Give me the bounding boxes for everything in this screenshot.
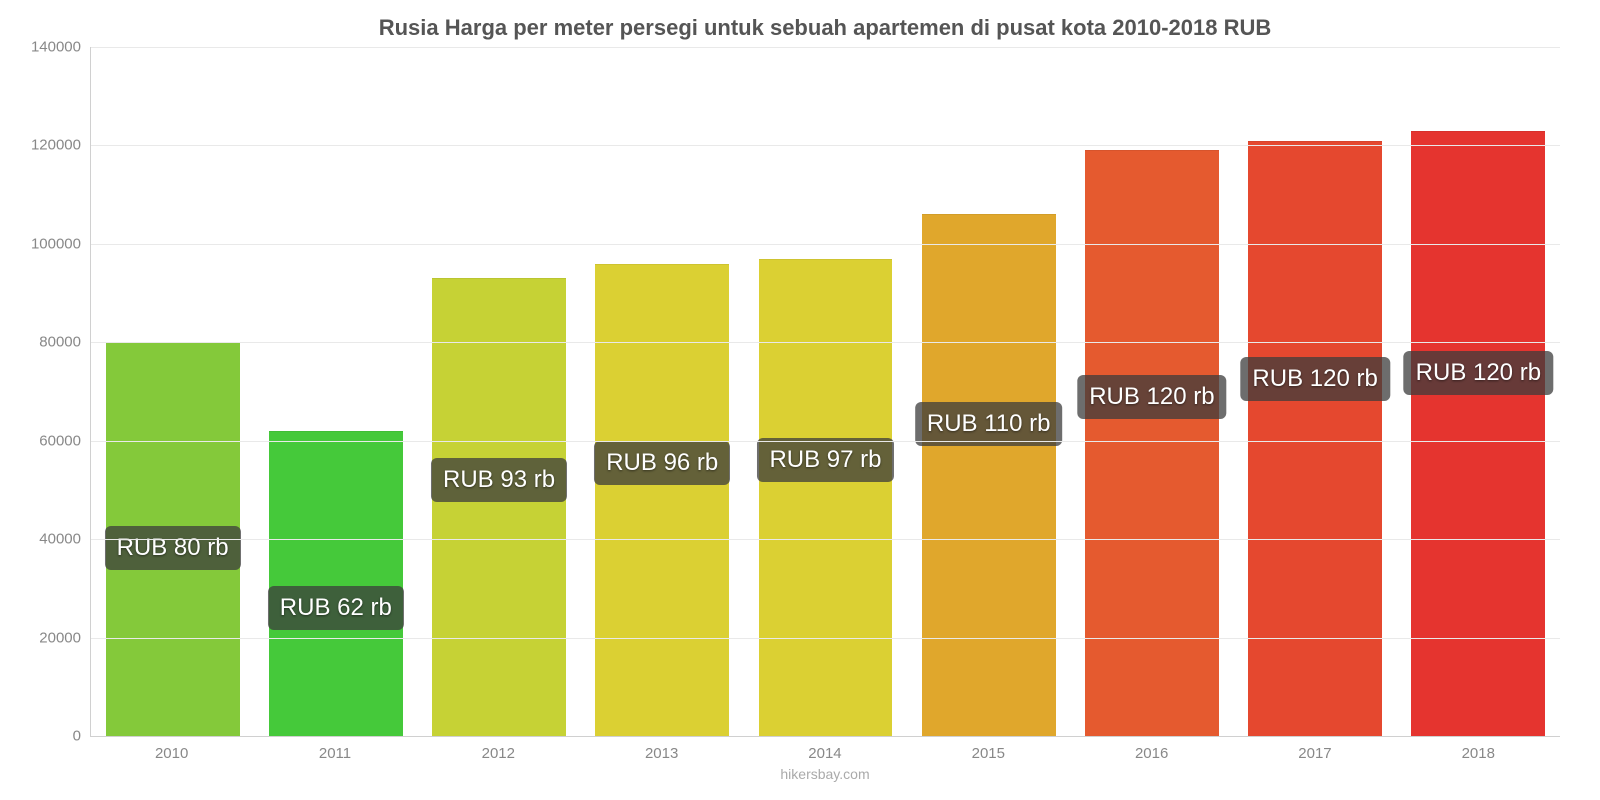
x-tick-label: 2010 <box>90 745 253 762</box>
x-axis: 201020112012201320142015201620172018 <box>90 745 1560 762</box>
gridline <box>91 47 1560 48</box>
bar-value-label: RUB 110 rb <box>915 402 1063 446</box>
bar-slot: RUB 62 rb <box>254 47 417 736</box>
y-tick-label: 100000 <box>31 235 91 252</box>
gridline <box>91 342 1560 343</box>
y-tick-label: 140000 <box>31 39 91 56</box>
bar-value-label: RUB 80 rb <box>105 526 241 570</box>
bar-slot: RUB 80 rb <box>91 47 254 736</box>
x-tick-label: 2015 <box>907 745 1070 762</box>
gridline <box>91 145 1560 146</box>
y-tick-label: 40000 <box>39 531 91 548</box>
bar-value-label: RUB 120 rb <box>1404 351 1553 395</box>
bar-slot: RUB 96 rb <box>581 47 744 736</box>
bar-slot: RUB 97 rb <box>744 47 907 736</box>
bar: RUB 110 rb <box>922 214 1056 736</box>
x-tick-label: 2014 <box>743 745 906 762</box>
x-tick-label: 2017 <box>1233 745 1396 762</box>
bar-value-label: RUB 96 rb <box>594 441 730 485</box>
x-tick-label: 2012 <box>417 745 580 762</box>
x-tick-label: 2016 <box>1070 745 1233 762</box>
bar-value-label: RUB 120 rb <box>1240 357 1389 401</box>
chart-container: Rusia Harga per meter persegi untuk sebu… <box>0 0 1600 800</box>
gridline <box>91 638 1560 639</box>
bar-slot: RUB 110 rb <box>907 47 1070 736</box>
gridline <box>91 244 1560 245</box>
y-tick-label: 60000 <box>39 432 91 449</box>
x-tick-label: 2013 <box>580 745 743 762</box>
y-tick-label: 80000 <box>39 334 91 351</box>
bar-slot: RUB 120 rb <box>1070 47 1233 736</box>
bars-group: RUB 80 rb RUB 62 rb RUB 93 rb RUB 96 rb RUB … <box>91 47 1560 736</box>
y-tick-label: 20000 <box>39 629 91 646</box>
y-tick-label: 120000 <box>31 137 91 154</box>
gridline <box>91 539 1560 540</box>
bar-slot: RUB 120 rb <box>1397 47 1560 736</box>
bar-value-label: RUB 120 rb <box>1077 375 1226 419</box>
bar: RUB 120 rb <box>1085 150 1219 736</box>
bar: RUB 62 rb <box>269 431 403 736</box>
bar: RUB 120 rb <box>1411 131 1545 736</box>
bar-value-label: RUB 93 rb <box>431 458 567 502</box>
bar-slot: RUB 93 rb <box>417 47 580 736</box>
bar: RUB 97 rb <box>759 259 893 736</box>
bar: RUB 93 rb <box>432 278 566 736</box>
chart-title: Rusia Harga per meter persegi untuk sebu… <box>90 15 1560 41</box>
x-tick-label: 2018 <box>1397 745 1560 762</box>
bar: RUB 96 rb <box>595 264 729 736</box>
bar-value-label: RUB 62 rb <box>268 586 404 630</box>
bar: RUB 120 rb <box>1248 141 1382 736</box>
bar-value-label: RUB 97 rb <box>757 438 893 482</box>
credit-text: hikersbay.com <box>90 766 1560 782</box>
plot-area: RUB 80 rb RUB 62 rb RUB 93 rb RUB 96 rb RUB … <box>90 47 1560 737</box>
bar-slot: RUB 120 rb <box>1234 47 1397 736</box>
gridline <box>91 441 1560 442</box>
y-tick-label: 0 <box>73 728 91 745</box>
x-tick-label: 2011 <box>253 745 416 762</box>
